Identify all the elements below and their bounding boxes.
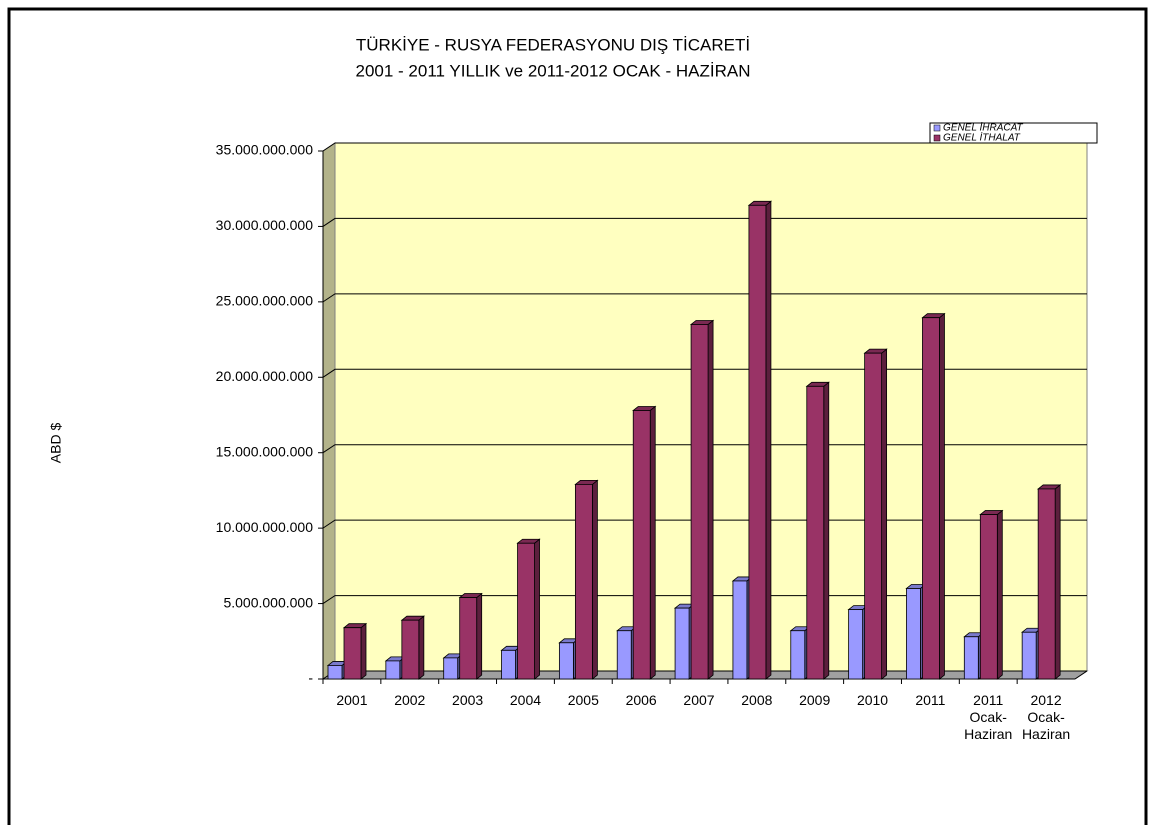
bar [401, 619, 420, 680]
bar [443, 657, 459, 680]
bar [748, 204, 767, 680]
y-tick-label: 35.000.000.000 [216, 142, 314, 158]
bar [501, 649, 516, 680]
bar [517, 542, 535, 680]
legend-swatch [933, 124, 941, 132]
y-tick-label: 30.000.000.000 [216, 217, 314, 233]
bar-side [476, 592, 483, 680]
bar [963, 636, 979, 680]
bar [632, 410, 651, 680]
bar-side [418, 615, 425, 680]
bar [616, 630, 632, 680]
bar-side [881, 348, 888, 680]
frame [7, 7, 1148, 825]
bar [906, 588, 921, 680]
bar-side [939, 312, 945, 680]
y-tick-label: 15.000.000.000 [216, 443, 314, 459]
bar-side [765, 200, 772, 680]
x-tick-label: 2004 [510, 692, 541, 708]
grid-line [322, 444, 1087, 454]
chart-title: TÜRKİYE - RUSYA FEDERASYONU DIŞ TİCARETİ [356, 35, 750, 54]
bar-side [1054, 484, 1061, 680]
bar [864, 352, 883, 680]
bar [922, 317, 940, 680]
y-tick-label: 5.000.000.000 [223, 594, 313, 610]
bar [806, 385, 825, 680]
bar [732, 580, 748, 680]
x-tick-label: 2002 [394, 692, 425, 708]
bar [558, 642, 574, 680]
bar-side [534, 538, 540, 680]
grid-line [322, 217, 1087, 227]
bar-side [996, 509, 1003, 680]
x-tick-label: 2009 [799, 692, 830, 708]
legend-label: GENEL İHRACAT [943, 122, 1024, 134]
side-wall [322, 142, 336, 680]
bar [790, 630, 806, 680]
x-tick-label: 2008 [741, 692, 772, 708]
chart-subtitle: 2001 - 2011 YILLIK ve 2011-2012 OCAK - H… [356, 61, 751, 80]
y-tick-label: 20.000.000.000 [216, 368, 314, 384]
bar [459, 597, 478, 680]
x-tick-label: 2010 [857, 692, 888, 708]
x-tick-label: 2007 [683, 692, 714, 708]
y-tick-label: 25.000.000.000 [216, 293, 314, 309]
grid-line [322, 595, 1087, 604]
bar [343, 627, 362, 680]
bar [385, 660, 401, 680]
x-tick-label: 2006 [626, 692, 657, 708]
y-tick-label: - [308, 670, 313, 686]
legend-swatch [933, 134, 941, 142]
bar-side [823, 381, 830, 680]
x-tick-label: 2012 Ocak-Haziran [1022, 692, 1070, 742]
bar [574, 483, 593, 680]
bar [848, 609, 864, 680]
y-tick-label: 10.000.000.000 [216, 519, 314, 535]
legend-box [929, 122, 1098, 144]
grid-line [322, 293, 1087, 303]
grid-line [322, 368, 1087, 378]
x-tick-label: 2011 [915, 692, 945, 708]
legend-label: GENEL İTHALAT [943, 132, 1021, 144]
bar [327, 665, 343, 680]
bar [1037, 488, 1056, 680]
grid-line [322, 519, 1087, 529]
bar [690, 324, 709, 680]
bar-side [360, 622, 367, 680]
y-axis-label: ABD $ [48, 423, 64, 464]
grid-line [322, 142, 1087, 152]
bar [674, 607, 690, 680]
bar [979, 514, 998, 680]
x-tick-label: 2003 [452, 692, 483, 708]
x-tick-label: 2001 [336, 692, 367, 708]
x-axis-depth [1074, 670, 1088, 680]
x-tick-label: 2011 Ocak-Haziran [964, 692, 1012, 742]
bar-side [707, 319, 714, 680]
bar-side [591, 479, 598, 680]
x-tick-label: 2005 [568, 692, 599, 708]
bar-side [649, 405, 656, 680]
bar [1021, 631, 1037, 680]
